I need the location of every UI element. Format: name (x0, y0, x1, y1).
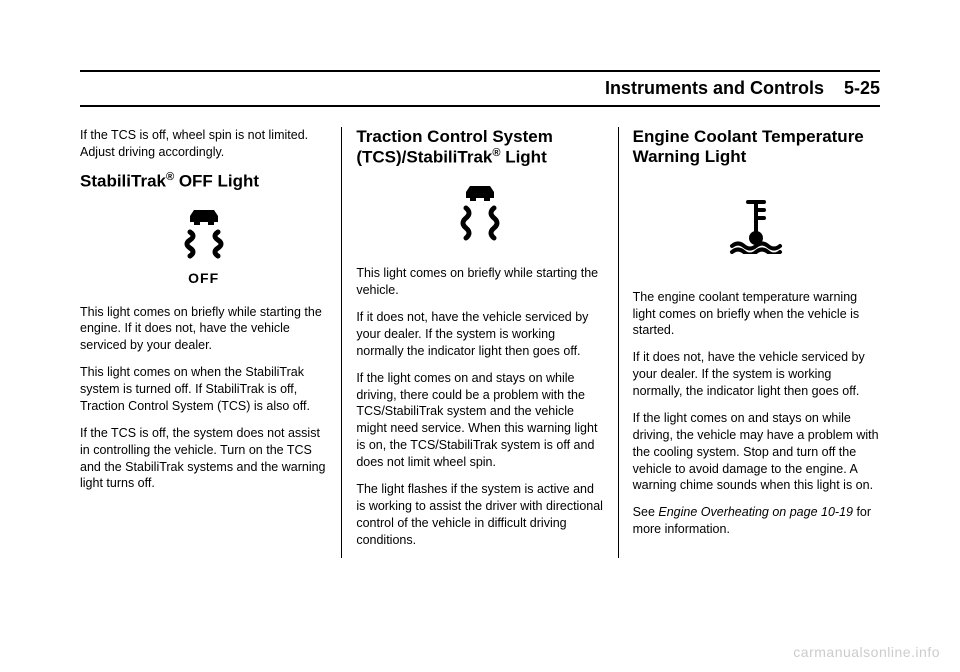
watermark: carmanualsonline.info (793, 644, 940, 660)
col1-p3: If the TCS is off, the system does not a… (80, 425, 327, 493)
col3-p3: If the light comes on and stays on while… (633, 410, 880, 494)
col3-p4: See Engine Overheating on page 10‑19 for… (633, 504, 880, 538)
header-page-ref: 5-25 (844, 78, 880, 98)
column-1: If the TCS is off, wheel spin is not lim… (80, 127, 342, 558)
content-columns: If the TCS is off, wheel spin is not lim… (80, 127, 880, 558)
registered-mark: ® (166, 171, 174, 183)
column-2: Traction Control System (TCS)/StabiliTra… (342, 127, 618, 558)
coolant-temp-icon (633, 198, 880, 259)
col1-heading-pre: StabiliTrak (80, 171, 166, 190)
col2-p4: The light flashes if the system is activ… (356, 481, 603, 549)
col3-p4-ref: Engine Overheating on page 10‑19 (658, 505, 853, 519)
col2-heading: Traction Control System (TCS)/StabiliTra… (356, 127, 603, 168)
col3-p2: If it does not, have the vehicle service… (633, 349, 880, 400)
col1-heading: StabiliTrak® OFF Light (80, 171, 327, 192)
col2-heading-post: Light (500, 148, 546, 167)
page-header: Instruments and Controls 5-25 (80, 70, 880, 107)
stabilitrak-off-icon: OFF (80, 206, 327, 288)
col2-p3: If the light comes on and stays on while… (356, 370, 603, 471)
col3-heading: Engine Coolant Temperature Warning Light (633, 127, 880, 168)
col2-p1: This light comes on briefly while starti… (356, 265, 603, 299)
col1-p2: This light comes on when the StabiliTrak… (80, 364, 327, 415)
column-3: Engine Coolant Temperature Warning Light (619, 127, 880, 558)
col1-heading-post: OFF Light (174, 171, 259, 190)
col1-intro: If the TCS is off, wheel spin is not lim… (80, 127, 327, 161)
col3-p1: The engine coolant temperature warning l… (633, 289, 880, 340)
header-title: Instruments and Controls (605, 78, 824, 98)
off-label: OFF (80, 269, 327, 288)
col2-p2: If it does not, have the vehicle service… (356, 309, 603, 360)
tcs-stabilitrak-icon (356, 182, 603, 249)
col3-p4-pre: See (633, 505, 659, 519)
col1-p1: This light comes on briefly while starti… (80, 304, 327, 355)
